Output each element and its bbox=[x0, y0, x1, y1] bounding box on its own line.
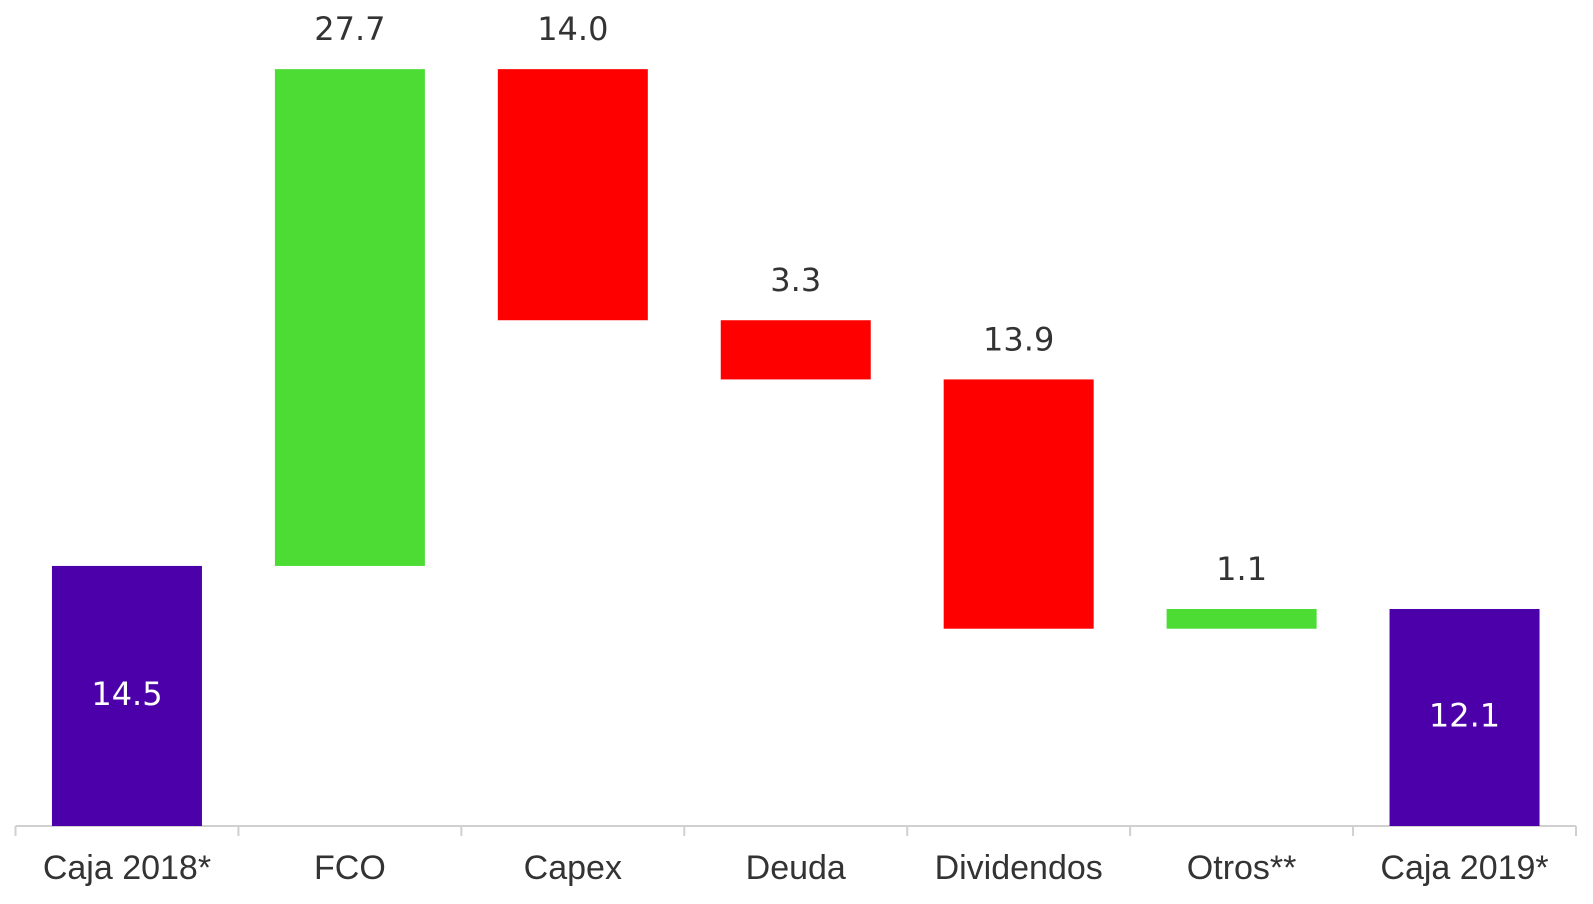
value-label: 14.0 bbox=[537, 10, 608, 48]
bar bbox=[720, 320, 871, 380]
value-label: 27.7 bbox=[314, 10, 385, 48]
bar bbox=[274, 69, 425, 566]
bar bbox=[497, 69, 648, 321]
value-label: 13.9 bbox=[983, 320, 1054, 358]
bar bbox=[1389, 608, 1540, 826]
x-tick-label: Dividendos bbox=[935, 849, 1103, 887]
bar bbox=[943, 379, 1094, 629]
value-label: 3.3 bbox=[770, 261, 821, 299]
x-tick-label: Caja 2018* bbox=[43, 849, 211, 887]
value-label: 14.5 bbox=[91, 675, 162, 713]
x-tick-label: Otros** bbox=[1187, 849, 1297, 887]
value-label: 1.1 bbox=[1216, 550, 1267, 588]
x-tick-label: FCO bbox=[314, 849, 386, 887]
x-tick-label: Deuda bbox=[746, 849, 846, 887]
x-tick-label: Capex bbox=[524, 849, 622, 887]
bar bbox=[51, 565, 202, 826]
value-label: 12.1 bbox=[1429, 696, 1500, 734]
bar bbox=[1166, 608, 1317, 629]
x-tick-label: Caja 2019* bbox=[1380, 849, 1548, 887]
